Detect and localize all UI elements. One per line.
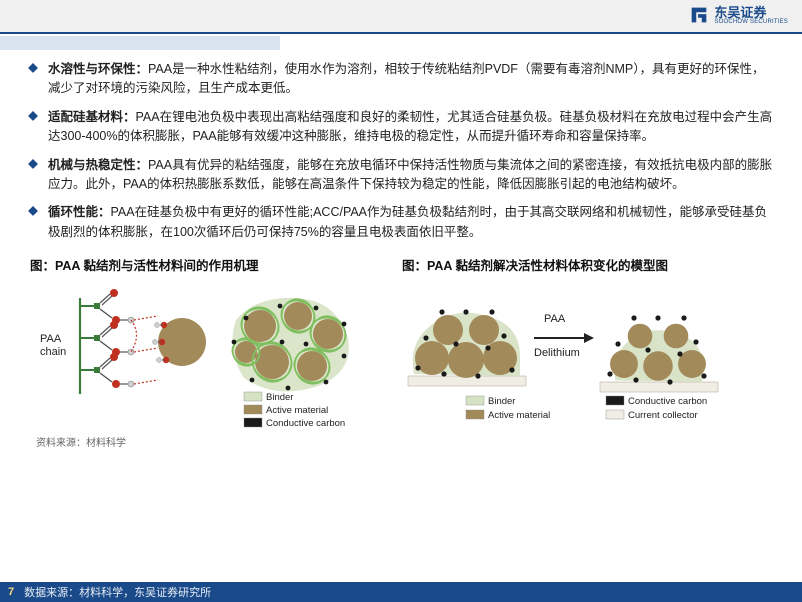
page-number: 7 bbox=[8, 586, 14, 598]
diamond-bullet-icon bbox=[28, 159, 42, 195]
main-content: 水溶性与环保性：PAA是一种水性粘结剂，使用水作为溶剂，相较于传统粘结剂PVDF… bbox=[0, 34, 802, 255]
bullet-text: 水溶性与环保性：PAA是一种水性粘结剂，使用水作为溶剂，相较于传统粘结剂PVDF… bbox=[48, 60, 774, 99]
brand-logo: 东吴证券 SOOCHOW SECURITIES bbox=[688, 4, 788, 26]
header-bar: 东吴证券 SOOCHOW SECURITIES bbox=[0, 0, 802, 34]
bullet-item: 循环性能：PAA在硅基负极中有更好的循环性能;ACC/PAA作为硅基负极黏结剂时… bbox=[28, 203, 774, 242]
bullet-item: 适配硅基材料：PAA在锂电池负极中表现出高粘结强度和良好的柔韧性，尤其适合硅基负… bbox=[28, 108, 774, 147]
bullet-text: 循环性能：PAA在硅基负极中有更好的循环性能;ACC/PAA作为硅基负极黏结剂时… bbox=[48, 203, 774, 242]
figure-right-title: 图：PAA 黏结剂解决活性材料体积变化的模型图 bbox=[402, 255, 772, 274]
svg-text:Current collector: Current collector bbox=[628, 410, 698, 421]
bullet-body: PAA是一种水性粘结剂，使用水作为溶剂，相较于传统粘结剂PVDF（需要有毒溶剂N… bbox=[48, 62, 764, 95]
figure-left-diagram: PAAchain Binder Active material Conductive … bbox=[36, 280, 376, 430]
svg-text:Binder: Binder bbox=[488, 396, 515, 407]
logo-text-en: SOOCHOW SECURITIES bbox=[714, 19, 788, 25]
figure-right: 图：PAA 黏结剂解决活性材料体积变化的模型图 PAA Delithium Bind… bbox=[402, 255, 772, 430]
figure-left-title: 图：PAA 黏结剂与活性材料间的作用机理 bbox=[30, 255, 382, 274]
soochow-logo-icon bbox=[688, 4, 710, 26]
bullet-body: PAA在锂电池负极中表现出高粘结强度和良好的柔韧性，尤其适合硅基负极。硅基负极材… bbox=[48, 110, 772, 143]
diamond-bullet-icon bbox=[28, 63, 42, 99]
svg-text:chain: chain bbox=[40, 346, 66, 358]
bullet-body: PAA具有优异的粘结强度，能够在充放电循环中保持活性物质与集流体之间的紧密连接，… bbox=[48, 158, 772, 191]
bullet-body: PAA在硅基负极中有更好的循环性能;ACC/PAA作为硅基负极黏结剂时，由于其高… bbox=[48, 205, 767, 238]
bullet-lead: 适配硅基材料： bbox=[48, 110, 136, 124]
bullet-text: 机械与热稳定性：PAA具有优异的粘结强度，能够在充放电循环中保持活性物质与集流体… bbox=[48, 156, 774, 195]
bullet-text: 适配硅基材料：PAA在锂电池负极中表现出高粘结强度和良好的柔韧性，尤其适合硅基负… bbox=[48, 108, 774, 147]
svg-text:Binder: Binder bbox=[266, 392, 293, 403]
footer-source: 数据来源：材料科学，东吴证券研究所 bbox=[24, 584, 211, 600]
bullet-item: 水溶性与环保性：PAA是一种水性粘结剂，使用水作为溶剂，相较于传统粘结剂PVDF… bbox=[28, 60, 774, 99]
title-accent-strip bbox=[0, 36, 280, 50]
bullet-item: 机械与热稳定性：PAA具有优异的粘结强度，能够在充放电循环中保持活性物质与集流体… bbox=[28, 156, 774, 195]
diamond-bullet-icon bbox=[28, 206, 42, 242]
svg-text:PAA: PAA bbox=[40, 333, 62, 345]
svg-text:Active material: Active material bbox=[488, 410, 550, 421]
bullet-lead: 机械与热稳定性： bbox=[48, 158, 148, 172]
svg-text:Conductive carbon: Conductive carbon bbox=[628, 396, 707, 407]
figure-source-small: 资料来源：材料科学 bbox=[36, 434, 802, 449]
logo-text-cn: 东吴证券 bbox=[714, 6, 788, 19]
diamond-bullet-icon bbox=[28, 111, 42, 147]
bullet-lead: 水溶性与环保性： bbox=[48, 62, 148, 76]
figure-right-diagram: PAA Delithium Binder Active material Conduct… bbox=[402, 280, 772, 430]
svg-text:PAA: PAA bbox=[544, 313, 566, 325]
svg-text:Active material: Active material bbox=[266, 405, 328, 416]
figure-left: 图：PAA 黏结剂与活性材料间的作用机理 PAAchain Binder Activ… bbox=[30, 255, 382, 430]
svg-text:Conductive carbon: Conductive carbon bbox=[266, 418, 345, 429]
bullet-lead: 循环性能： bbox=[48, 205, 111, 219]
svg-text:Delithium: Delithium bbox=[534, 347, 580, 359]
figure-row: 图：PAA 黏结剂与活性材料间的作用机理 PAAchainBinderActiv… bbox=[0, 255, 802, 430]
footer-bar: 7 数据来源：材料科学，东吴证券研究所 bbox=[0, 582, 802, 602]
